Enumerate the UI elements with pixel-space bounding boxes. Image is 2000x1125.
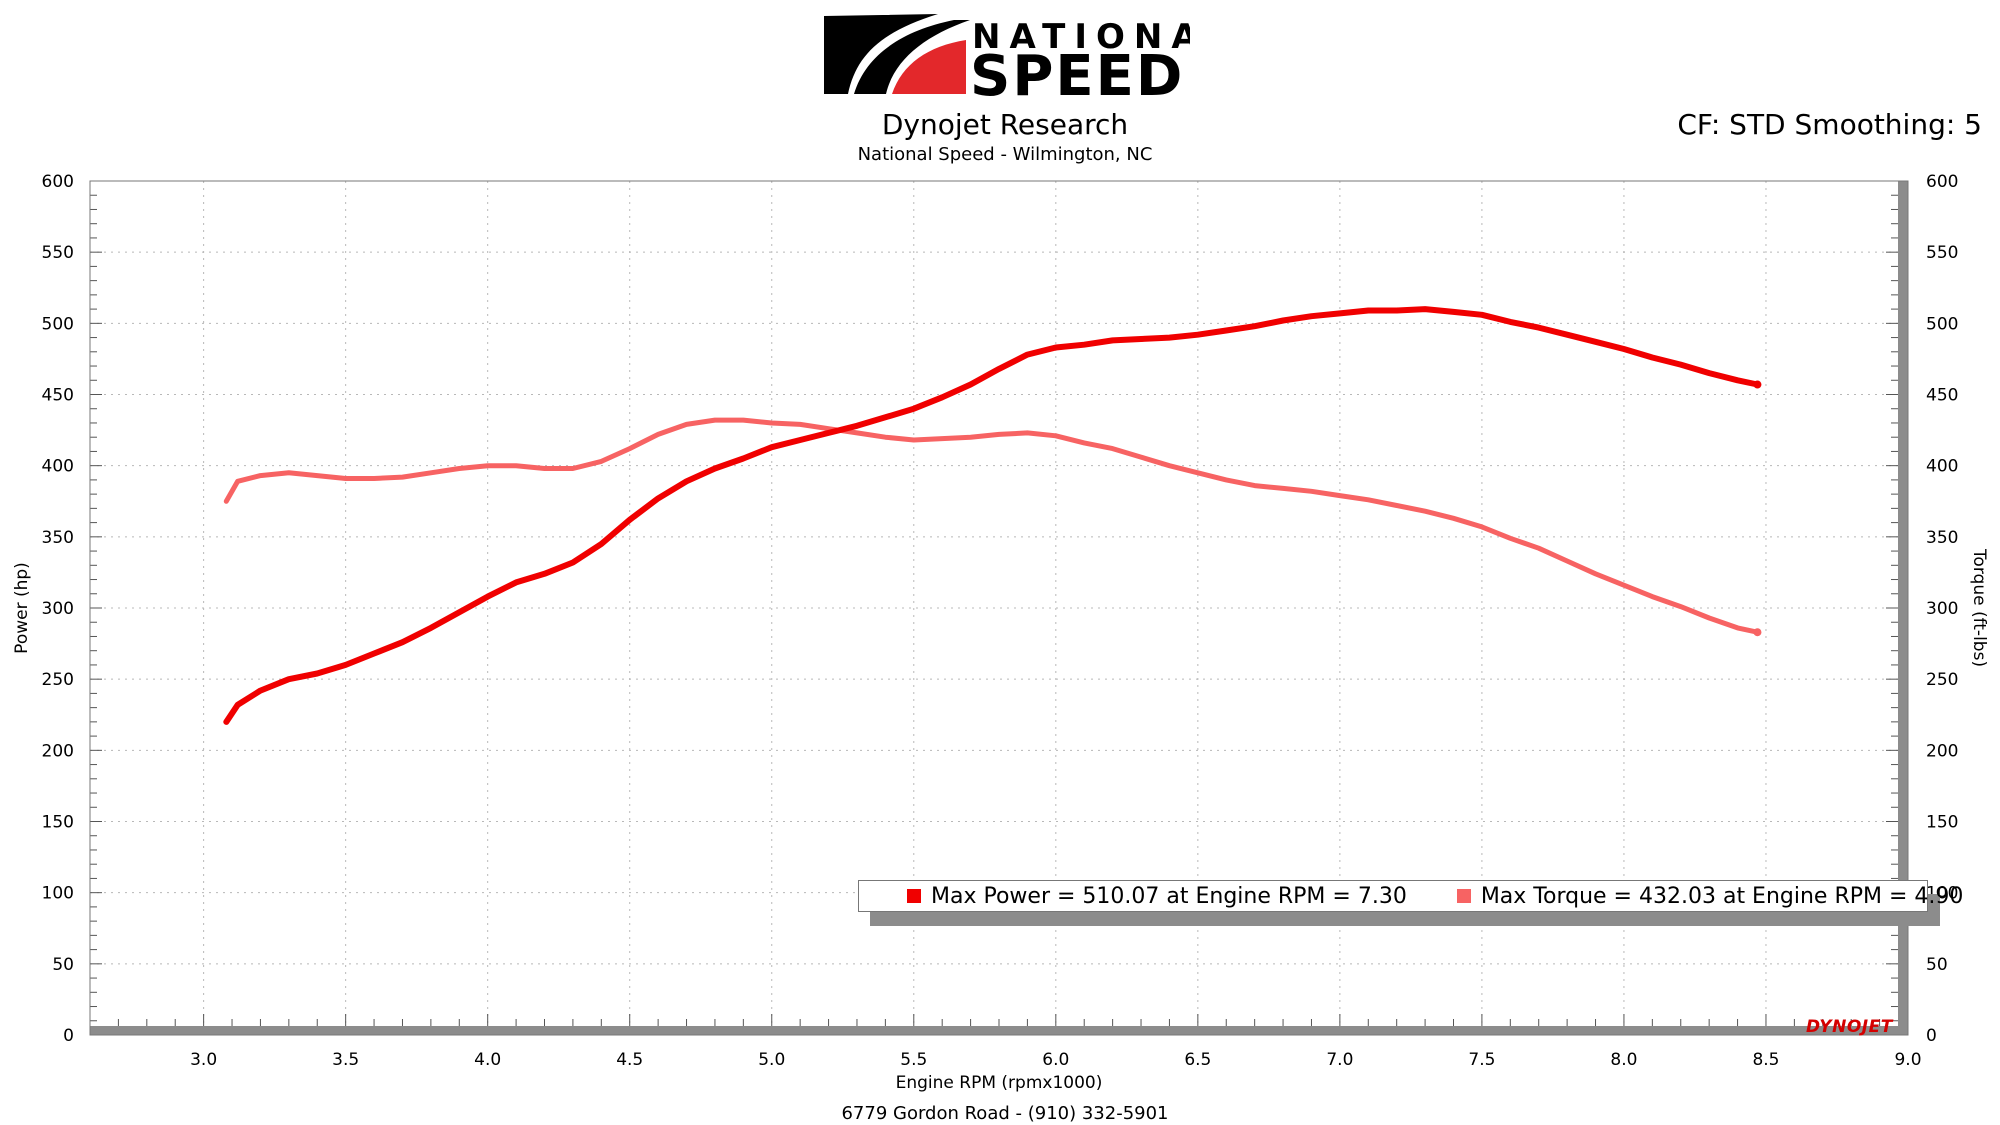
legend-label-torque: Max Torque = 432.03 at Engine RPM = 4.90 [1480, 883, 1964, 909]
x-tick-label: 3.0 [190, 1050, 217, 1070]
legend-swatch-torque [1456, 889, 1471, 903]
y2-tick-label: 450 [1926, 386, 1958, 406]
y-tick-label: 50 [52, 955, 74, 975]
logo-swoosh-red [892, 40, 966, 94]
logo-text-national: NATIONAL [972, 17, 1190, 57]
y2-tick-label: 500 [1926, 314, 1958, 334]
y2-tick-label: 250 [1926, 670, 1958, 690]
series-line-power [223, 306, 1761, 725]
x-tick-label: 8.5 [1752, 1050, 1779, 1070]
series-end-point-torque [1753, 628, 1762, 637]
y-tick-label: 100 [42, 884, 74, 904]
y-tick-label: 0 [63, 1026, 74, 1046]
y-scrollbar [1898, 181, 1908, 1035]
x-tick-label: 3.5 [332, 1050, 359, 1070]
x-tick-label: 7.5 [1468, 1050, 1495, 1070]
legend-item-power: Max Power = 510.07 at Engine RPM = 7.30 [907, 884, 1407, 909]
y2-tick-label: 50 [1926, 955, 1948, 975]
axis-tick-labels: 0 0 50 50 100 100 150 150 200 200 250 250 300 300 350 3… [42, 172, 1959, 1070]
national-speed-logo: NATIONAL SPEED [824, 14, 1190, 98]
x-tick-label: 6.0 [1042, 1050, 1069, 1070]
chart-series [223, 306, 1762, 725]
chart-location: National Speed - Wilmington, NC [857, 144, 1153, 165]
y2-tick-label: 100 [1926, 884, 1958, 904]
logo-swoosh-black-2 [854, 20, 970, 94]
logo-text-speed: SPEED [970, 44, 1184, 98]
y-tick-label: 400 [42, 457, 74, 477]
y2-tick-label: 0 [1926, 1026, 1937, 1046]
x-tick-label: 4.5 [616, 1050, 643, 1070]
legend-swatch-power [907, 889, 921, 903]
y-tick-label: 500 [42, 314, 74, 334]
y-tick-label: 250 [42, 670, 74, 690]
x-axis-label: Engine RPM (rpmx1000) [896, 1073, 1103, 1093]
chart-grid [90, 180, 1908, 1035]
y2-tick-label: 550 [1926, 243, 1958, 263]
x-tick-label: 8.0 [1610, 1050, 1637, 1070]
series-line-torque [223, 417, 1760, 635]
y2-axis-label: Torque (ft-lbs) [1969, 548, 1989, 667]
series-end-point-power [1753, 380, 1762, 389]
chart-legend: Max Power = 510.07 at Engine RPM = 7.30 … [858, 880, 1963, 912]
y-tick-label: 350 [42, 528, 74, 548]
correction-factor-label: CF: STD Smoothing: 5 [1677, 108, 1982, 141]
dynojet-watermark: DYNOJET [1806, 1017, 1893, 1037]
y-tick-label: 450 [42, 386, 74, 406]
x-tick-label: 5.0 [758, 1050, 785, 1070]
x-tick-label: 4.0 [474, 1050, 501, 1070]
y-tick-label: 150 [42, 813, 74, 833]
x-tick-label: 6.5 [1184, 1050, 1211, 1070]
plot-area-border [89, 180, 1909, 1036]
footer-address: 6779 Gordon Road - (910) 332-5901 [841, 1103, 1169, 1124]
y-tick-label: 200 [42, 741, 74, 761]
chart-scrollbars [90, 181, 1908, 1035]
y-tick-label: 600 [42, 172, 74, 192]
y2-tick-label: 350 [1926, 528, 1958, 548]
y-tick-label: 550 [42, 243, 74, 263]
legend-item-torque: Max Torque = 432.03 at Engine RPM = 4.90 [1456, 883, 1964, 909]
y2-tick-label: 200 [1926, 741, 1958, 761]
axis-ticks [89, 180, 1909, 1036]
x-scrollbar [90, 1026, 1908, 1035]
y2-tick-label: 150 [1926, 813, 1958, 833]
y-tick-label: 300 [42, 599, 74, 619]
legend-label-power: Max Power = 510.07 at Engine RPM = 7.30 [931, 883, 1407, 909]
chart-subtitle: Dynojet Research [881, 108, 1129, 141]
logo-swoosh-black [824, 14, 938, 94]
y2-tick-label: 400 [1926, 457, 1958, 477]
x-tick-label: 9.0 [1894, 1050, 1921, 1070]
y2-tick-label: 300 [1926, 599, 1958, 619]
y2-tick-label: 600 [1926, 172, 1958, 192]
x-tick-label: 7.0 [1326, 1050, 1353, 1070]
x-tick-label: 5.5 [900, 1050, 927, 1070]
y-axis-label: Power (hp) [12, 562, 32, 654]
